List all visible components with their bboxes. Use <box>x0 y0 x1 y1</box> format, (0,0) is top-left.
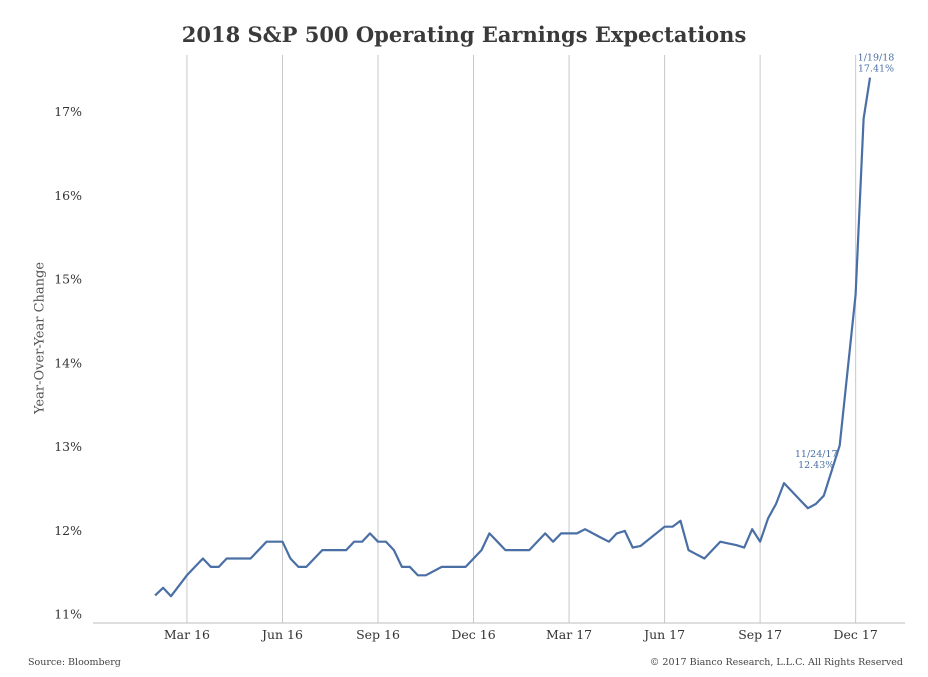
x-tick-label: Mar 17 <box>546 627 592 642</box>
y-tick-layer: 17% 16% 15% 14% 13% 12% 11% <box>54 104 82 622</box>
annotation-date: 11/24/17 <box>795 449 838 460</box>
x-tick-label: Mar 16 <box>164 627 210 642</box>
x-tick-layer: Mar 16 Jun 16 Sep 16 Dec 16 Mar 17 Jun 17 Sep … <box>164 627 878 642</box>
copyright-note: © 2017 Bianco Research, L.L.C. All Right… <box>649 657 903 668</box>
x-tick-label: Dec 16 <box>451 627 495 642</box>
y-tick-label: 16% <box>54 188 82 203</box>
x-tick-label: Dec 17 <box>833 627 877 642</box>
annotation-date: 1/19/18 <box>858 53 895 64</box>
x-tick-label: Jun 17 <box>642 627 685 642</box>
annotation-value: 17.41% <box>858 64 894 75</box>
annotation-value: 12.43% <box>798 460 834 471</box>
x-tick-label: Sep 17 <box>738 627 782 642</box>
y-tick-label: 12% <box>54 523 82 538</box>
y-tick-label: 13% <box>54 439 82 454</box>
x-tick-label: Jun 16 <box>260 627 303 642</box>
y-tick-label: 11% <box>54 607 82 622</box>
grid-layer <box>186 55 857 623</box>
source-note: Source: Bloomberg <box>28 657 121 668</box>
point-layer <box>154 77 871 598</box>
chart-title: 2018 S&P 500 Operating Earnings Expectat… <box>181 22 747 47</box>
y-tick-label: 15% <box>54 272 82 287</box>
series-line <box>154 77 872 598</box>
x-tick-label: Sep 16 <box>356 627 400 642</box>
y-tick-label: 17% <box>54 104 82 119</box>
y-tick-label: 14% <box>54 355 82 370</box>
